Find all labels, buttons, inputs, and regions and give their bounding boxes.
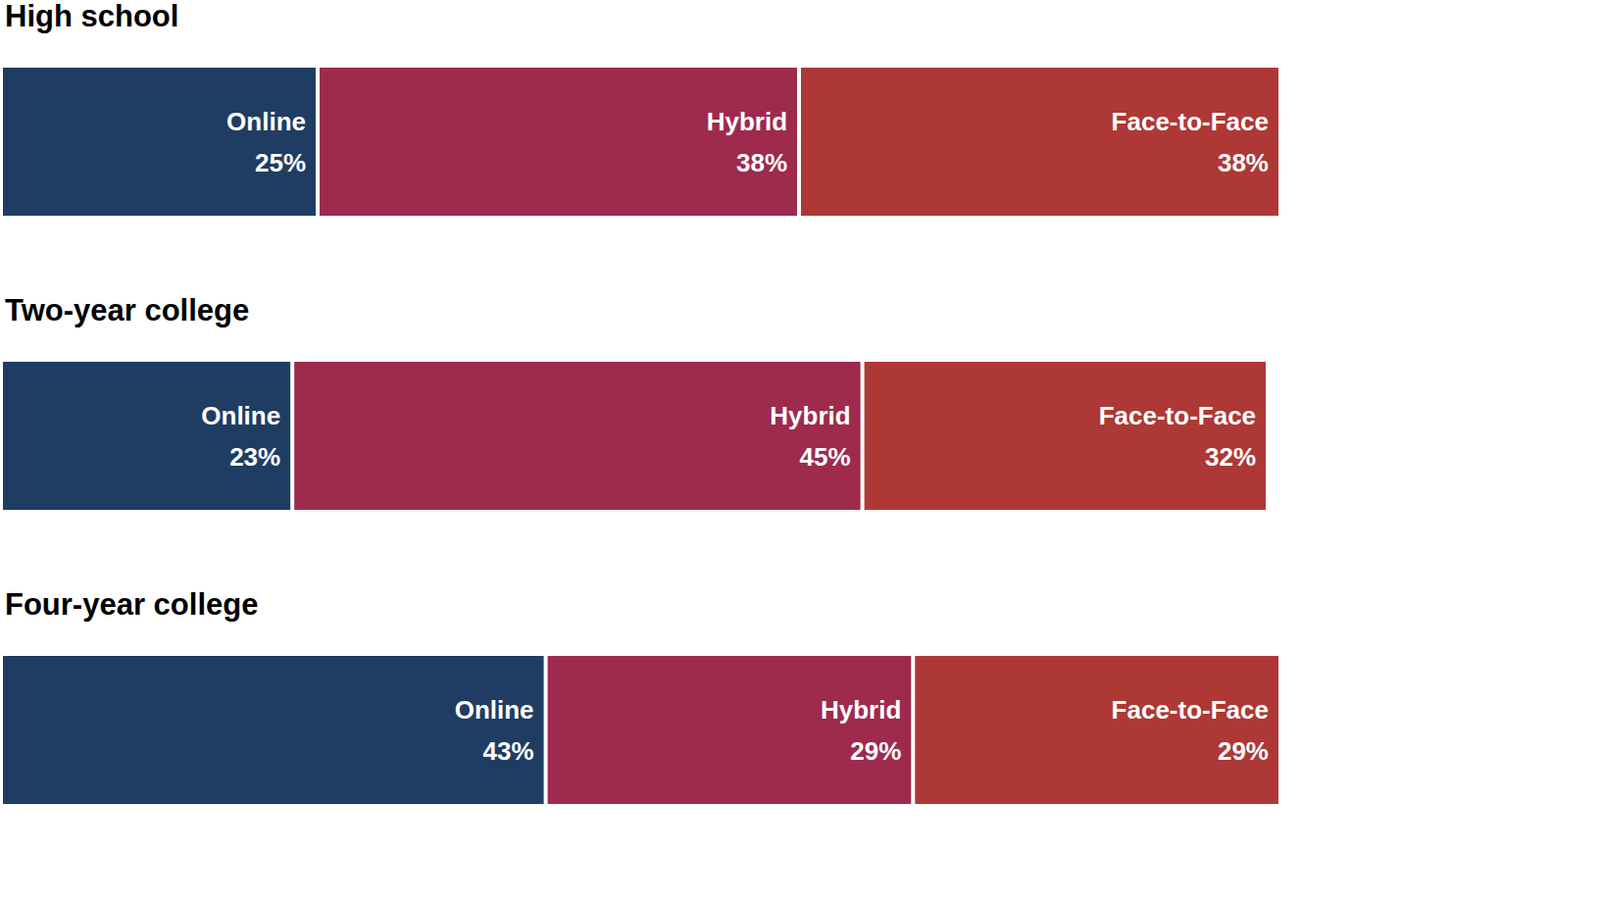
svg-text:Two-year college: Two-year college <box>4 293 250 328</box>
svg-text:45%: 45% <box>800 442 851 472</box>
svg-text:High school: High school <box>4 0 179 34</box>
svg-text:23%: 23% <box>229 442 281 472</box>
svg-text:29%: 29% <box>850 736 901 766</box>
svg-text:38%: 38% <box>1217 148 1269 178</box>
svg-text:Online: Online <box>200 400 281 431</box>
svg-text:Hybrid: Hybrid <box>769 400 850 431</box>
svg-text:Online: Online <box>226 106 306 137</box>
svg-text:32%: 32% <box>1204 442 1256 472</box>
svg-text:38%: 38% <box>736 148 788 178</box>
svg-text:Face-to-Face: Face-to-Face <box>1111 695 1269 725</box>
svg-text:43%: 43% <box>483 736 535 766</box>
svg-text:Face-to-Face: Face-to-Face <box>1111 106 1269 137</box>
svg-text:Hybrid: Hybrid <box>706 106 788 137</box>
svg-text:29%: 29% <box>1217 736 1269 766</box>
svg-text:25%: 25% <box>254 148 306 178</box>
svg-text:Online: Online <box>454 695 535 725</box>
svg-text:Hybrid: Hybrid <box>820 695 901 725</box>
svg-text:Face-to-Face: Face-to-Face <box>1099 400 1256 431</box>
svg-text:Four-year college: Four-year college <box>4 587 258 622</box>
